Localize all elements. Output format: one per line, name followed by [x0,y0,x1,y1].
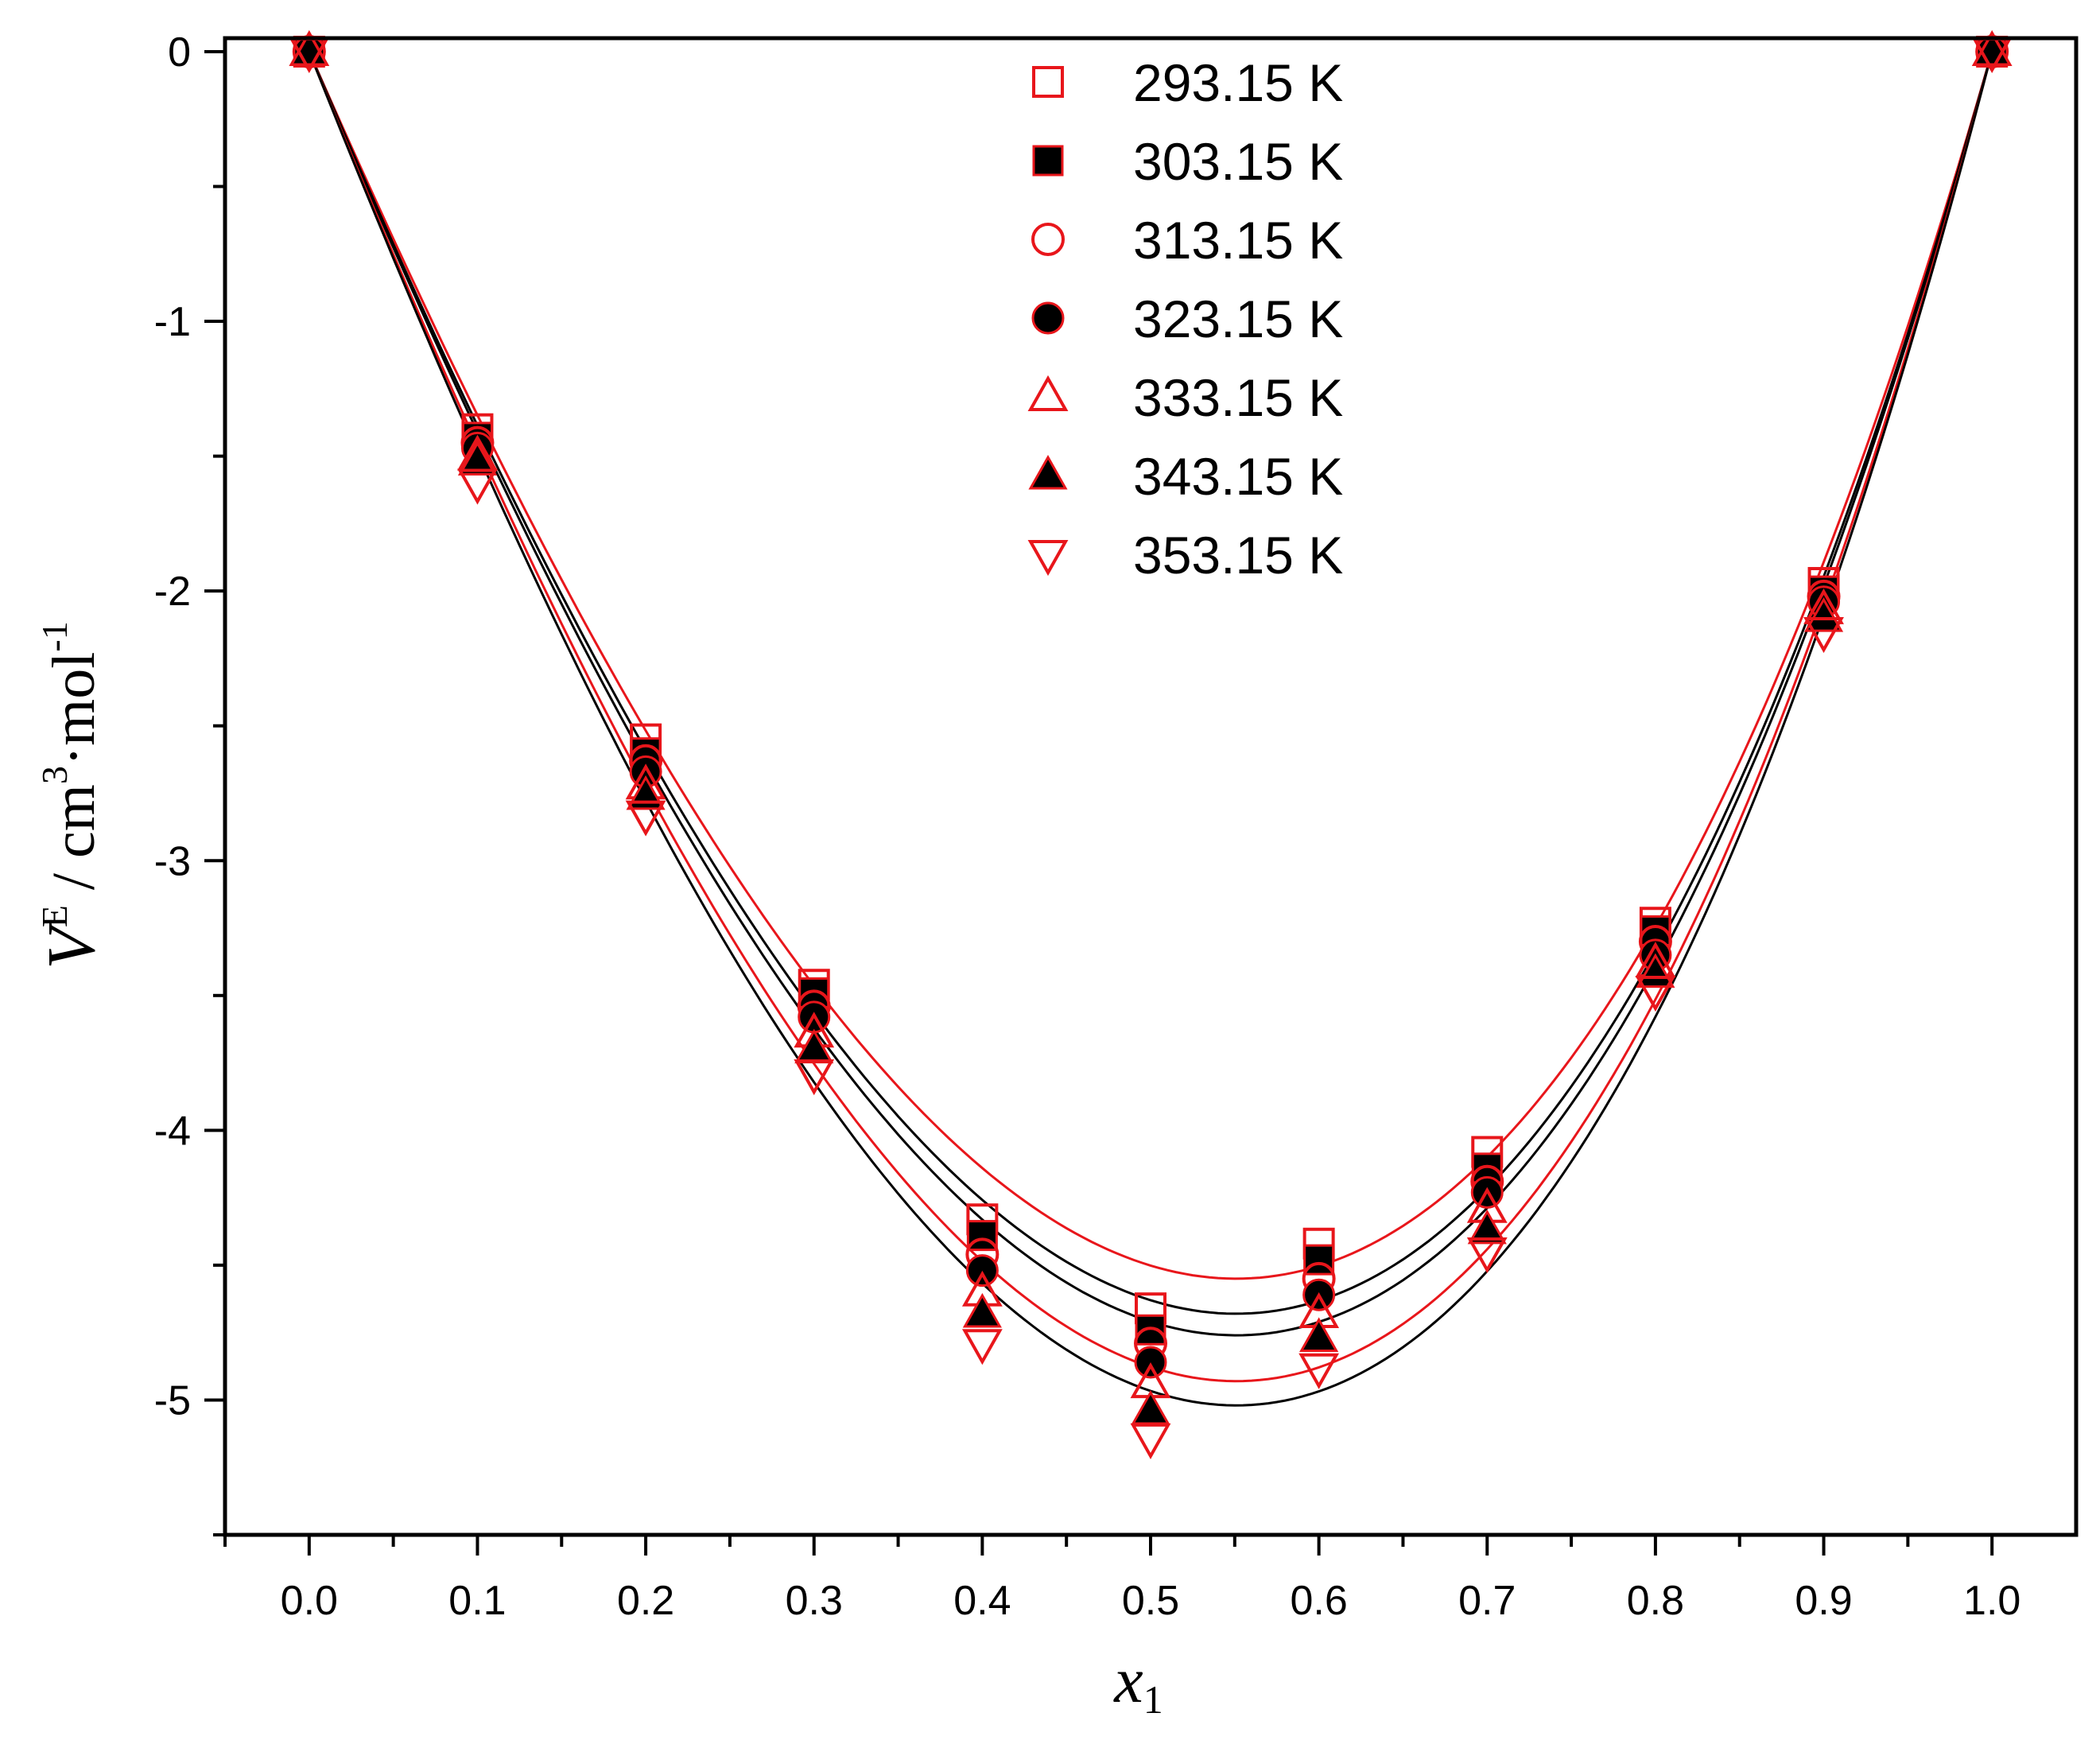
x-axis-var: x [1113,1644,1143,1716]
y-axis-sup3: -1 [34,621,75,651]
x-tick-label: 0.0 [281,1578,338,1624]
legend-marker [1031,301,1065,335]
x-axis: 0.0 0.1 0.2 0.3 0.4 0.5 0.6 0.7 0.8 0.9 1.0 [223,1535,2020,1624]
y-tick-label: -3 [154,838,191,884]
data-point [1467,1209,1507,1245]
y-axis: 0 -1 -2 -3 -4 -5 [154,29,225,1536]
x-tick-label: 1.0 [1963,1578,2020,1624]
data-point [457,441,498,476]
x-tick-label: 0.3 [786,1578,843,1624]
x-tick-label: 0.5 [1122,1578,1179,1624]
data-point [457,468,498,505]
x-tick-label: 0.7 [1458,1578,1516,1624]
y-tick-label: -2 [154,569,191,615]
y-tick-label: -1 [154,299,191,345]
legend-label: 353.15 K [1133,526,1343,585]
legend-marker [1031,223,1065,256]
fit-curve [308,51,1993,1315]
legend-label: 313.15 K [1133,211,1343,270]
fit-curve [308,51,1993,1280]
legend-label: 333.15 K [1133,368,1343,427]
data-point [1298,1353,1340,1389]
y-tick-label: 0 [168,29,191,76]
legend-marker [1032,66,1064,98]
data-point [1635,976,1676,1012]
y-tick-label: -5 [154,1377,191,1424]
data-point [1303,1244,1335,1276]
y-axis-unit2: ·mol [41,652,107,767]
y-tick-label: -4 [154,1108,191,1154]
y-axis-sup: E [34,905,75,927]
x-tick-label: 0.2 [617,1578,674,1624]
x-tick-label: 0.1 [448,1578,506,1624]
legend-marker [1027,540,1069,577]
data-point [962,1292,1002,1328]
x-tick-label: 0.8 [1627,1578,1684,1624]
legend-marker [1032,145,1064,177]
legend-label: 303.15 K [1133,132,1343,191]
legend-label: 343.15 K [1133,447,1343,506]
x-tick-label: 0.9 [1795,1578,1852,1624]
legend-marker [1027,375,1069,411]
data-point [1135,1314,1166,1346]
data-point [1299,1317,1339,1352]
y-axis-unit: / cm [41,784,107,905]
data-point [966,1220,998,1252]
data-point [961,1329,1003,1365]
legend-label: 323.15 K [1133,289,1343,348]
data-point [1130,1423,1171,1459]
data-point [1803,597,1844,632]
legend-marker [1028,454,1068,490]
data-point [1466,1237,1508,1274]
y-axis-title: VE / cm3·mol-1 [33,621,109,969]
x-axis-title: x1 [1113,1644,1163,1722]
data-point [1134,1346,1167,1379]
x-axis-sub: 1 [1143,1677,1163,1722]
x-tick-label: 0.6 [1290,1578,1347,1624]
data-point [965,1254,999,1288]
legend: 293.15 K 303.15 K 313.15 K 323.15 K 333.15 K… [1027,53,1343,585]
x-tick-label: 0.4 [953,1578,1011,1624]
data-point [794,1059,835,1096]
legend-label: 293.15 K [1133,53,1343,112]
y-axis-sup2: 3 [34,766,75,784]
y-axis-var: V [33,921,109,969]
data-point [625,800,666,837]
data-point [1803,617,1844,654]
